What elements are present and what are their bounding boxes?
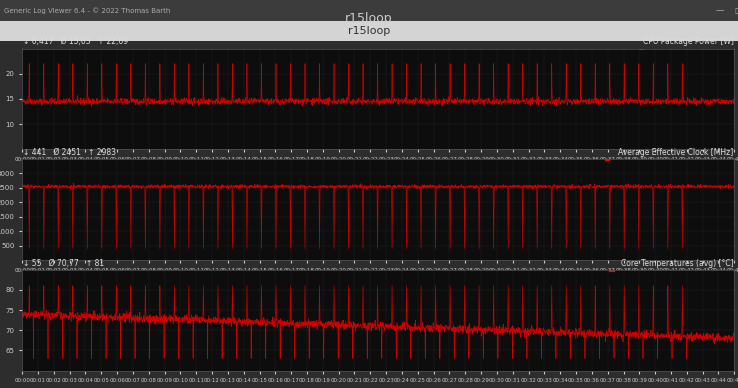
Text: ↓ 55   Ø 70,77   ↑ 81: ↓ 55 Ø 70,77 ↑ 81 [23,259,104,268]
Text: ↓ 6,417   Ø 15,03   ↑ 22,69: ↓ 6,417 Ø 15,03 ↑ 22,69 [23,38,128,47]
Text: r15loop: r15loop [348,26,390,36]
Text: ↓ 441   Ø 2451   ↑ 2983: ↓ 441 Ø 2451 ↑ 2983 [23,148,116,157]
Text: —    □    ✕: — □ ✕ [716,6,738,15]
Text: Average Effective Clock [MHz]: Average Effective Clock [MHz] [618,148,734,157]
Text: Core Temperatures (avg) [°C]: Core Temperatures (avg) [°C] [621,259,734,268]
Text: r15loop: r15loop [345,12,393,25]
Text: Generic Log Viewer 6.4 - © 2022 Thomas Barth: Generic Log Viewer 6.4 - © 2022 Thomas B… [4,7,170,14]
Text: CPU Package Power [W]: CPU Package Power [W] [643,38,734,47]
